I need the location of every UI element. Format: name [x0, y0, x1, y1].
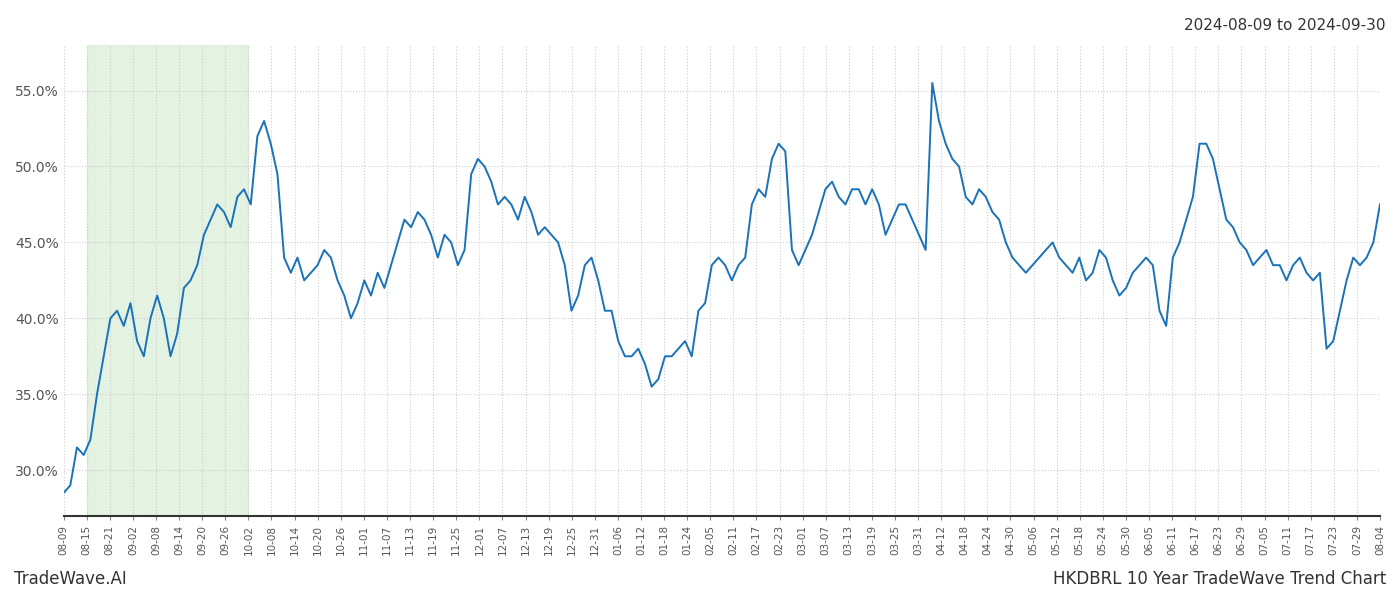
Text: 2024-08-09 to 2024-09-30: 2024-08-09 to 2024-09-30 — [1184, 18, 1386, 33]
Text: HKDBRL 10 Year TradeWave Trend Chart: HKDBRL 10 Year TradeWave Trend Chart — [1053, 570, 1386, 588]
Bar — [87, 45, 248, 516]
Text: TradeWave.AI: TradeWave.AI — [14, 570, 127, 588]
